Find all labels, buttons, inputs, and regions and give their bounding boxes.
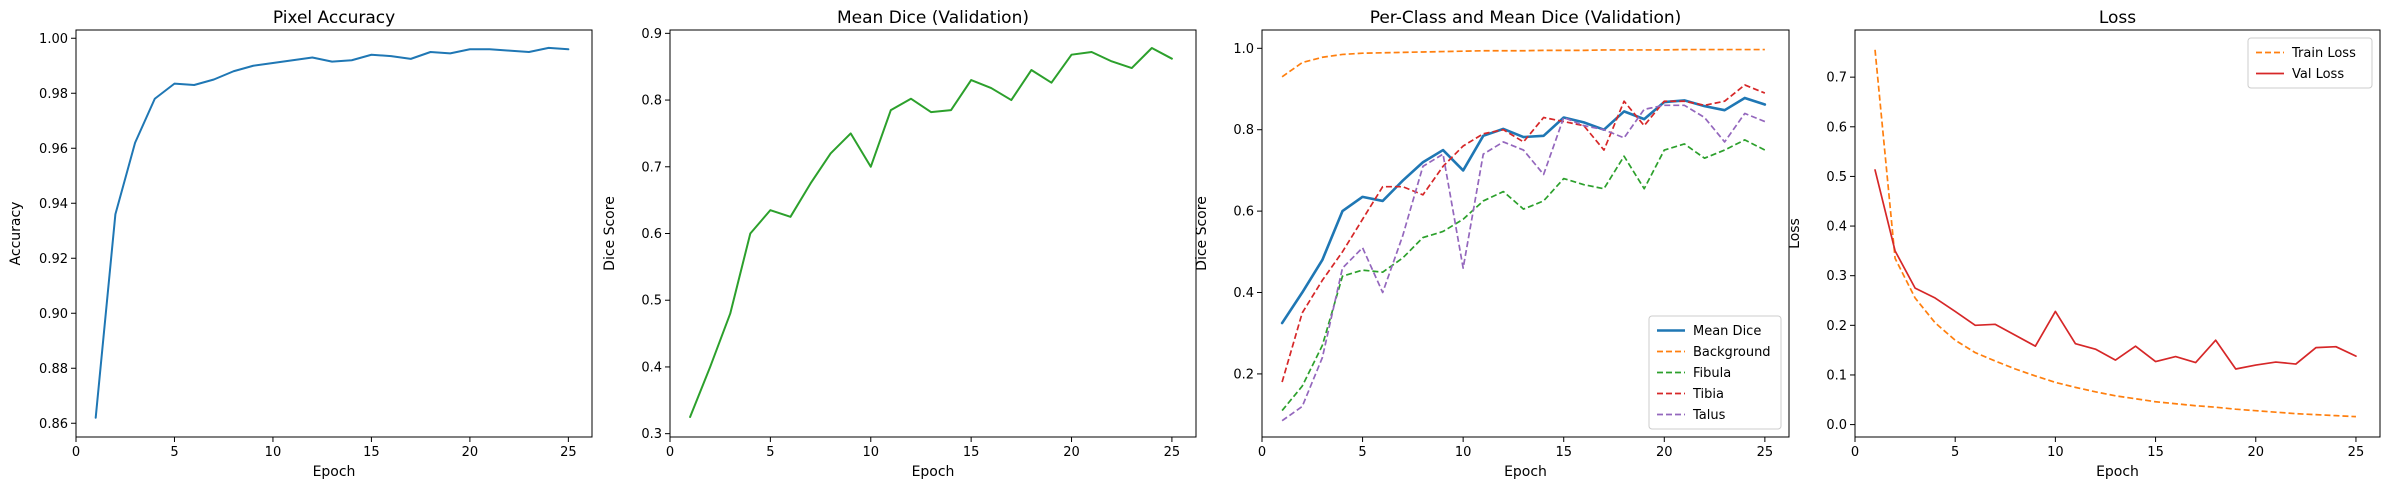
legend-label: Background [1693,345,1771,360]
axes-frame [75,29,593,438]
x-tick-label: 5 [1358,445,1366,460]
y-axis-label: Accuracy [8,202,24,266]
y-axis-label: Dice Score [602,196,618,271]
y-tick-label: 0.92 [39,252,68,267]
y-tick-label: 0.1 [1826,368,1847,383]
y-tick-label: 0.6 [1826,120,1847,135]
y-tick-label: 0.94 [39,197,68,212]
axes-frame [1854,29,2381,438]
x-tick-label: 15 [363,445,380,460]
series-layer [94,46,570,419]
y-tick-label: 0.88 [39,362,68,377]
x-tick-label: 15 [963,445,980,460]
panel-mean-dice: Mean Dice (Validation) Epoch Dice Score … [602,8,1197,480]
chart-title: Loss [2099,8,2136,28]
y-axis-label: Dice Score [1194,196,1210,271]
y-tick-label: 0.6 [1233,205,1254,220]
series-layer [1280,48,1767,422]
x-tick-label: 20 [2247,445,2264,460]
legend-label: Mean Dice [1693,324,1761,339]
x-tick-label: 20 [1656,445,1673,460]
x-tick-label: 10 [265,445,282,460]
y-tick-label: 0.3 [641,427,662,442]
legend: Mean Dice Background Fibula Tibia Talus [1648,315,1782,430]
y-tick-label: 0.8 [1233,123,1254,138]
y-tick-label: 0.2 [1826,319,1847,334]
y-tick-label: 1.0 [1233,42,1254,57]
x-axis-label: Epoch [2096,464,2139,480]
chart-title: Mean Dice (Validation) [837,8,1029,28]
legend-label: Train Loss [2291,46,2356,61]
series-line-val-loss [1874,169,2357,370]
y-tick-label: 0.7 [1826,71,1847,86]
y-tick-label: 0.90 [39,307,68,322]
y-tick-label: 0.4 [1826,220,1847,235]
legend-label: Tibia [1692,387,1724,402]
legend-box [1648,315,1782,430]
panel-pixel-accuracy: Pixel Accuracy Epoch Accuracy 0 5 10 15 20 25… [8,8,593,480]
series-line-train-loss [1874,49,2356,418]
legend-label: Val Loss [2292,67,2344,82]
legend-label: Talus [1692,408,1726,423]
series-line-0 [689,47,1173,418]
x-tick-label: 0 [72,445,80,460]
x-axis-label: Epoch [1504,464,1547,480]
axes-frame [1261,29,1790,438]
series-line-fibula [1281,139,1766,412]
y-tick-label: 0.5 [641,294,662,309]
x-tick-label: 5 [766,445,774,460]
chart-title: Per-Class and Mean Dice (Validation) [1370,8,1682,28]
x-tick-label: 10 [2047,445,2064,460]
y-tick-label: 1.00 [39,32,68,47]
legend-box [2247,37,2373,89]
x-tick-label: 10 [1455,445,1472,460]
legend: Train Loss Val Loss [2247,37,2373,89]
y-axis-label: Loss [1787,218,1803,249]
x-tick-label: 25 [1757,445,1774,460]
y-tick-label: 0.96 [39,142,68,157]
x-tick-label: 15 [1555,445,1572,460]
y-tick-label: 0.4 [641,360,662,375]
series-line-background [1281,48,1765,78]
series-layer [1874,49,2357,418]
x-tick-label: 10 [862,445,879,460]
y-tick-label: 0.6 [641,227,662,242]
x-tick-label: 0 [1851,445,1859,460]
y-tick-label: 0.8 [641,94,662,109]
y-tick-label: 0.7 [641,160,662,175]
series-layer [689,47,1173,418]
x-tick-label: 25 [1164,445,1181,460]
series-line-talus [1281,104,1766,422]
y-tick-label: 0.5 [1826,170,1847,185]
x-tick-label: 15 [2147,445,2164,460]
panel-per-class-dice: Per-Class and Mean Dice (Validation) Epo… [1194,8,1790,480]
series-line-tibia [1281,84,1766,383]
y-tick-label: 0.98 [39,87,68,102]
axes-frame [669,29,1197,438]
y-tick-label: 0.3 [1826,269,1847,284]
x-axis-label: Epoch [313,464,356,480]
y-tick-label: 0.86 [39,417,68,432]
series-line-mean-dice [1280,96,1767,325]
x-tick-label: 20 [462,445,479,460]
panel-loss: Loss Epoch Loss 0 5 10 15 20 25 0.0 0.1 0.2 0.3 0.… [1787,8,2381,480]
x-axis-label: Epoch [912,464,955,480]
x-tick-label: 20 [1063,445,1080,460]
x-tick-label: 0 [666,445,674,460]
x-tick-label: 25 [2348,445,2365,460]
x-tick-label: 5 [170,445,178,460]
series-line-0 [94,46,570,419]
chart-title: Pixel Accuracy [273,8,395,28]
y-tick-label: 0.4 [1233,286,1254,301]
y-tick-label: 0.0 [1826,418,1847,433]
legend-label: Fibula [1693,366,1731,381]
y-tick-label: 0.9 [641,27,662,42]
x-tick-label: 25 [560,445,577,460]
y-tick-label: 0.2 [1233,367,1254,382]
x-tick-label: 5 [1951,445,1959,460]
x-tick-label: 0 [1258,445,1266,460]
